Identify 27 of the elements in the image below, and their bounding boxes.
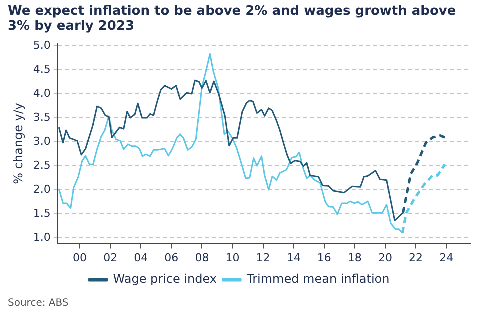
- y-tick-label: 2.5: [33, 158, 51, 172]
- y-tick-label: 3.0: [33, 134, 51, 148]
- x-tick-label: 16: [317, 251, 332, 264]
- y-axis-title: % change y/y: [11, 102, 26, 184]
- x-tick-label: 08: [195, 251, 210, 264]
- y-tick-label: 1.5: [33, 206, 51, 220]
- y-tick-label: 1.0: [33, 230, 51, 244]
- x-tick-label: 24: [440, 251, 454, 264]
- x-tick-label: 04: [134, 251, 148, 264]
- legend-label: Trimmed mean inflation: [246, 272, 390, 286]
- x-tick-label: 14: [286, 251, 301, 264]
- x-tick-label: 06: [164, 251, 179, 264]
- x-tick-label: 20: [378, 251, 392, 264]
- chart-title: We expect inflation to be above 2% and wages growth above 3% by early 2023: [8, 4, 458, 34]
- source-note: Source: ABS: [8, 298, 70, 309]
- legend-label: Wage price index: [113, 272, 218, 286]
- x-tick-label: 00: [73, 251, 88, 264]
- x-tick-label: 18: [348, 251, 362, 264]
- y-tick-label: 4.5: [33, 62, 51, 76]
- y-tick-label: 5.0: [33, 38, 51, 52]
- x-tick-label: 02: [104, 251, 118, 264]
- x-tick-label: 22: [409, 251, 424, 264]
- x-tick-label: 12: [256, 251, 270, 264]
- y-tick-label: 3.5: [33, 110, 51, 124]
- y-tick-label: 4.0: [33, 86, 51, 100]
- x-tick-label: 10: [226, 251, 240, 264]
- y-tick-label: 2.0: [33, 182, 51, 196]
